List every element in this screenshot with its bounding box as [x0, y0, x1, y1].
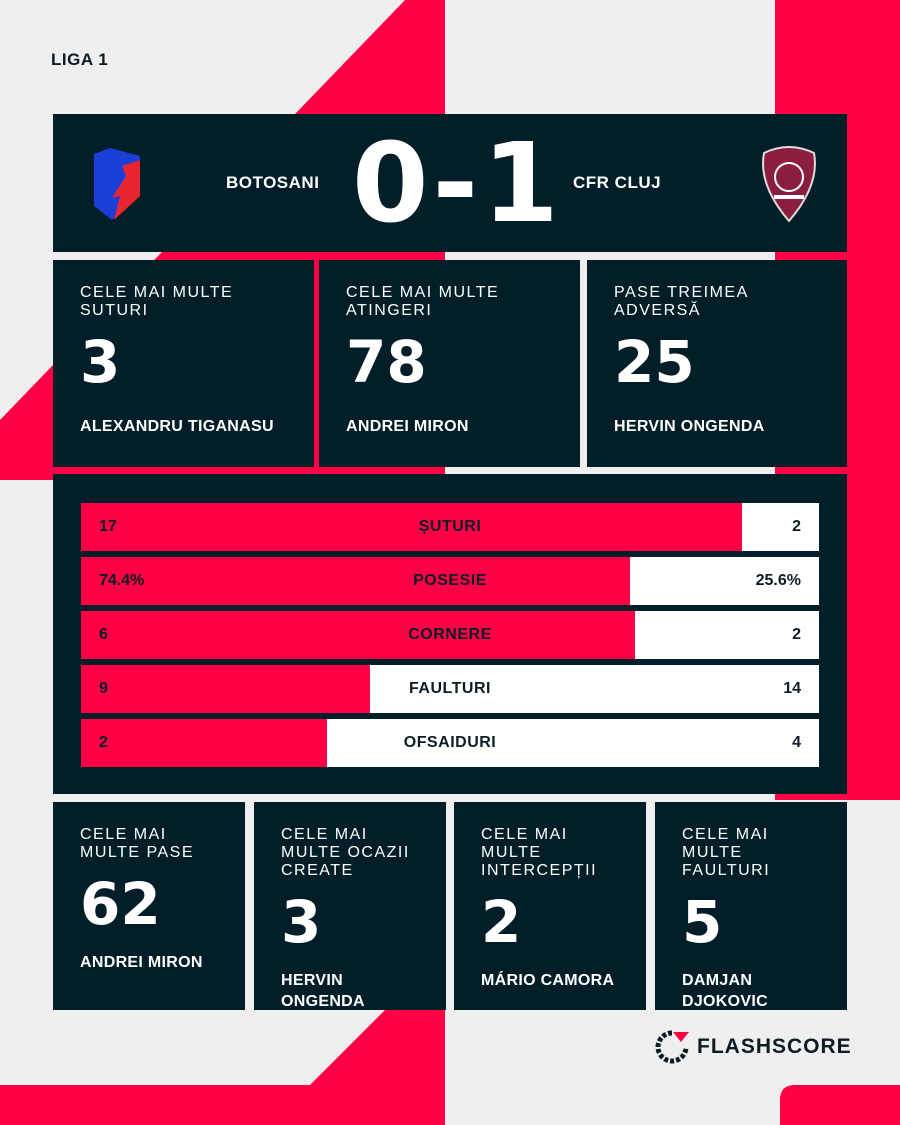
stat-name: CORNERE: [408, 626, 492, 643]
home-value: 6: [99, 626, 108, 643]
stat-label: CELE MAI MULTE SUTURI: [80, 284, 234, 319]
home-value: 17: [99, 518, 117, 535]
stat-label: CELE MAI MULTE OCAZII CREATE: [281, 826, 410, 879]
stat-value: 2: [481, 888, 522, 956]
stat-value: 25: [614, 328, 695, 396]
stat-row: 9 FAULTURI 14: [81, 665, 819, 713]
player-name: MÁRIO CAMORA: [481, 972, 615, 989]
stat-name: OFSAIDURI: [403, 734, 497, 751]
home-team-name: BOTOSANI: [226, 173, 320, 192]
stat-row: 74.4% POSESIE 25.6%: [81, 557, 819, 605]
player-stat-card: CELE MAI MULTE SUTURI 3 ALEXANDRU TIGANA…: [53, 260, 314, 467]
stat-value: 62: [80, 870, 161, 938]
stat-label: CELE MAI MULTE INTERCEPȚII: [481, 826, 598, 879]
away-team-name: CFR CLUJ: [573, 173, 662, 192]
player-name: DAMJAN DJOKOVIC: [682, 972, 768, 1010]
player-name: HERVIN ONGENDA: [614, 418, 765, 435]
player-name: ALEXANDRU TIGANASU: [80, 418, 274, 435]
player-stat-card: CELE MAI MULTE INTERCEPȚII 2 MÁRIO CAMOR…: [454, 802, 646, 1010]
scoreboard: [53, 114, 847, 252]
stat-value: 3: [80, 328, 121, 396]
player-stat-card: PASE TREIMEA ADVERSĂ 25 HERVIN ONGENDA: [587, 260, 847, 467]
player-name: ANDREI MIRON: [80, 954, 203, 971]
stat-value: 78: [346, 328, 427, 396]
stat-name: ȘUTURI: [418, 518, 482, 535]
home-value: 2: [99, 734, 108, 751]
home-value: 9: [99, 680, 108, 697]
stat-value: 3: [281, 888, 322, 956]
flashscore-logo: FLASHSCORE: [655, 1030, 852, 1064]
player-name: ANDREI MIRON: [346, 418, 469, 435]
home-share-bar: [81, 503, 742, 551]
home-share-bar: [81, 611, 635, 659]
home-share-bar: [81, 665, 370, 713]
player-stat-card: CELE MAI MULTE OCAZII CREATE 3 HERVIN ON…: [254, 802, 446, 1010]
stat-row: 2 OFSAIDURI 4: [81, 719, 819, 767]
player-stat-card: CELE MAI MULTE ATINGERI 78 ANDREI MIRON: [319, 260, 580, 467]
home-share-bar: [81, 719, 327, 767]
stat-name: FAULTURI: [409, 680, 491, 697]
home-value: 74.4%: [99, 572, 145, 589]
home-team-logo: [94, 148, 140, 220]
stat-row: 6 CORNERE 2: [81, 611, 819, 659]
stat-label: CELE MAI MULTE PASE: [80, 826, 194, 861]
flashscore-icon: [655, 1030, 689, 1064]
stat-label: CELE MAI MULTE FAULTURI: [682, 826, 771, 879]
away-value: 25.6%: [755, 572, 801, 589]
stat-row: 17 ȘUTURI 2: [81, 503, 819, 551]
league-title: LIGA 1: [51, 50, 109, 69]
brand-name: FLASHSCORE: [697, 1035, 852, 1058]
player-stat-card: CELE MAI MULTE PASE 62 ANDREI MIRON: [53, 802, 245, 1010]
away-value: 4: [792, 734, 801, 751]
match-score: 0-1: [352, 119, 563, 247]
away-value: 14: [783, 680, 801, 697]
away-team-logo: [762, 146, 816, 223]
player-name: HERVIN ONGENDA: [281, 972, 365, 1010]
player-stat-card: CELE MAI MULTE FAULTURI 5 DAMJAN DJOKOVI…: [655, 802, 847, 1010]
home-share-bar: [81, 557, 631, 605]
stat-name: POSESIE: [413, 572, 487, 589]
stat-value: 5: [682, 888, 723, 956]
away-value: 2: [792, 626, 801, 643]
stat-label: CELE MAI MULTE ATINGERI: [346, 284, 500, 319]
stat-label: PASE TREIMEA ADVERSĂ: [614, 284, 748, 319]
away-value: 2: [792, 518, 801, 535]
